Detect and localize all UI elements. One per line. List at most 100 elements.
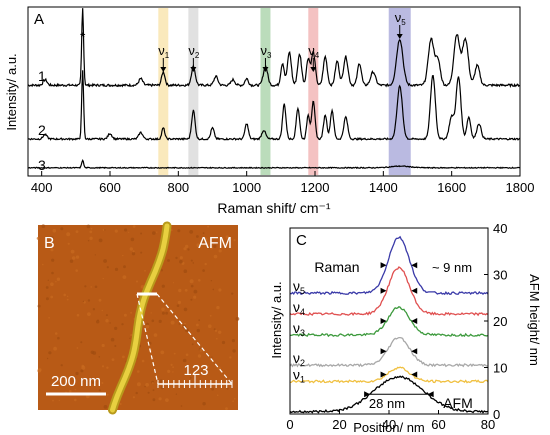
afm-grain — [52, 399, 54, 402]
afm-grain — [42, 263, 44, 266]
afm-grain — [66, 295, 69, 298]
afm-grain — [136, 280, 138, 283]
afm-grain — [226, 387, 229, 390]
afm-grain — [170, 320, 175, 325]
afm-grain — [92, 308, 96, 311]
a-xtick-label: 600 — [99, 180, 121, 195]
afm-grain — [209, 314, 212, 317]
c-marker-left-5 — [364, 391, 371, 398]
a-xtick-label: 1800 — [506, 180, 535, 195]
asterisk-label: * — [80, 29, 86, 45]
afm-grain — [214, 329, 218, 332]
afm-grain — [182, 358, 187, 363]
afm-grain — [52, 228, 57, 233]
afm-grain — [92, 381, 95, 384]
c-xtick-label: 60 — [431, 417, 445, 432]
afm-grain — [137, 370, 140, 373]
afm-grain — [98, 238, 103, 243]
c-xtick-label: 40 — [382, 417, 396, 432]
afm-grain — [159, 379, 163, 384]
afm-grain — [180, 405, 183, 407]
afm-grain — [51, 258, 55, 262]
afm-grain — [190, 298, 193, 301]
afm-grain — [152, 389, 155, 392]
afm-grain — [123, 265, 126, 269]
a-xtick-label: 1600 — [437, 180, 466, 195]
afm-grain — [216, 394, 219, 397]
afm-grain — [74, 388, 77, 391]
afm-grain — [140, 232, 143, 235]
scalebar-label: 200 nm — [51, 373, 101, 390]
c-marker-right-3 — [411, 348, 418, 355]
c-ylabel-left: Intensity/ a.u. — [269, 281, 284, 358]
afm-grain — [160, 269, 163, 272]
band-label-4: ν4 — [308, 43, 320, 60]
afm-grain — [103, 229, 106, 231]
afm-grain — [110, 337, 115, 342]
c-marker-left-0 — [380, 262, 387, 269]
a-xtick-label: 1200 — [301, 180, 330, 195]
afm-grain — [130, 311, 133, 314]
afm-grain — [165, 398, 169, 402]
afm-grain — [198, 319, 201, 322]
afm-grain — [167, 369, 171, 373]
profile-label: 123 — [183, 362, 208, 379]
afm-grain — [178, 323, 181, 325]
a-series-line-1 — [27, 8, 521, 88]
a-series-label-3: 3 — [38, 157, 46, 173]
afm-grain — [152, 231, 156, 235]
afm-grain — [75, 230, 79, 234]
afm-grain — [147, 391, 150, 394]
afm-grain — [75, 255, 80, 259]
c-ytick-label: 20 — [493, 314, 507, 329]
afm-grain — [80, 369, 84, 373]
afm-grain — [177, 229, 181, 233]
afm-grain — [94, 254, 96, 256]
afm-grain — [114, 267, 119, 271]
afm-grain — [185, 353, 189, 357]
afm-grain — [82, 300, 85, 303]
zoom-guide-left — [136, 293, 159, 385]
afm-grain — [150, 312, 152, 314]
a-series-line-3 — [27, 159, 521, 170]
afm-grain — [90, 350, 95, 354]
afm-grain — [66, 232, 71, 237]
afm-grain — [213, 254, 218, 259]
afm-grain — [231, 339, 235, 343]
afm-grain — [204, 262, 207, 266]
afm-grain — [165, 311, 169, 315]
band-arrowhead-4 — [310, 67, 317, 72]
afm-grain — [129, 247, 133, 251]
c-marker-left-3 — [380, 348, 387, 355]
a-xtick-label: 800 — [167, 180, 189, 195]
band-1 — [158, 8, 169, 175]
panel-b: B AFM 123 200 nm — [36, 221, 240, 415]
afm-grain — [76, 313, 80, 317]
afm-grain — [76, 347, 79, 349]
afm-grain — [90, 377, 93, 380]
afm-grain — [191, 343, 194, 346]
afm-grain — [192, 262, 195, 264]
c-marker-right-0 — [411, 262, 418, 269]
afm-title: AFM — [198, 235, 232, 252]
c-series-label-4: ν1 — [293, 366, 305, 384]
afm-fiber — [110, 223, 170, 413]
afm-grain — [50, 295, 54, 299]
c-marker-right-2 — [411, 318, 418, 324]
afm-grain — [102, 277, 104, 280]
afm-grain — [200, 384, 203, 387]
afm-grain — [144, 385, 146, 388]
afm-grain — [122, 355, 125, 359]
afm-grain — [196, 243, 201, 248]
afm-grain — [190, 259, 193, 262]
afm-grain — [69, 389, 72, 393]
band-arrowhead-2 — [190, 67, 197, 72]
afm-grain — [218, 288, 222, 292]
a-frame — [27, 6, 521, 177]
afm-grain — [89, 230, 93, 234]
afm-grain — [183, 269, 188, 274]
afm-grain — [103, 259, 107, 263]
a-arrows: * ν1 ν2 ν3 ν4 ν5 — [80, 10, 406, 72]
